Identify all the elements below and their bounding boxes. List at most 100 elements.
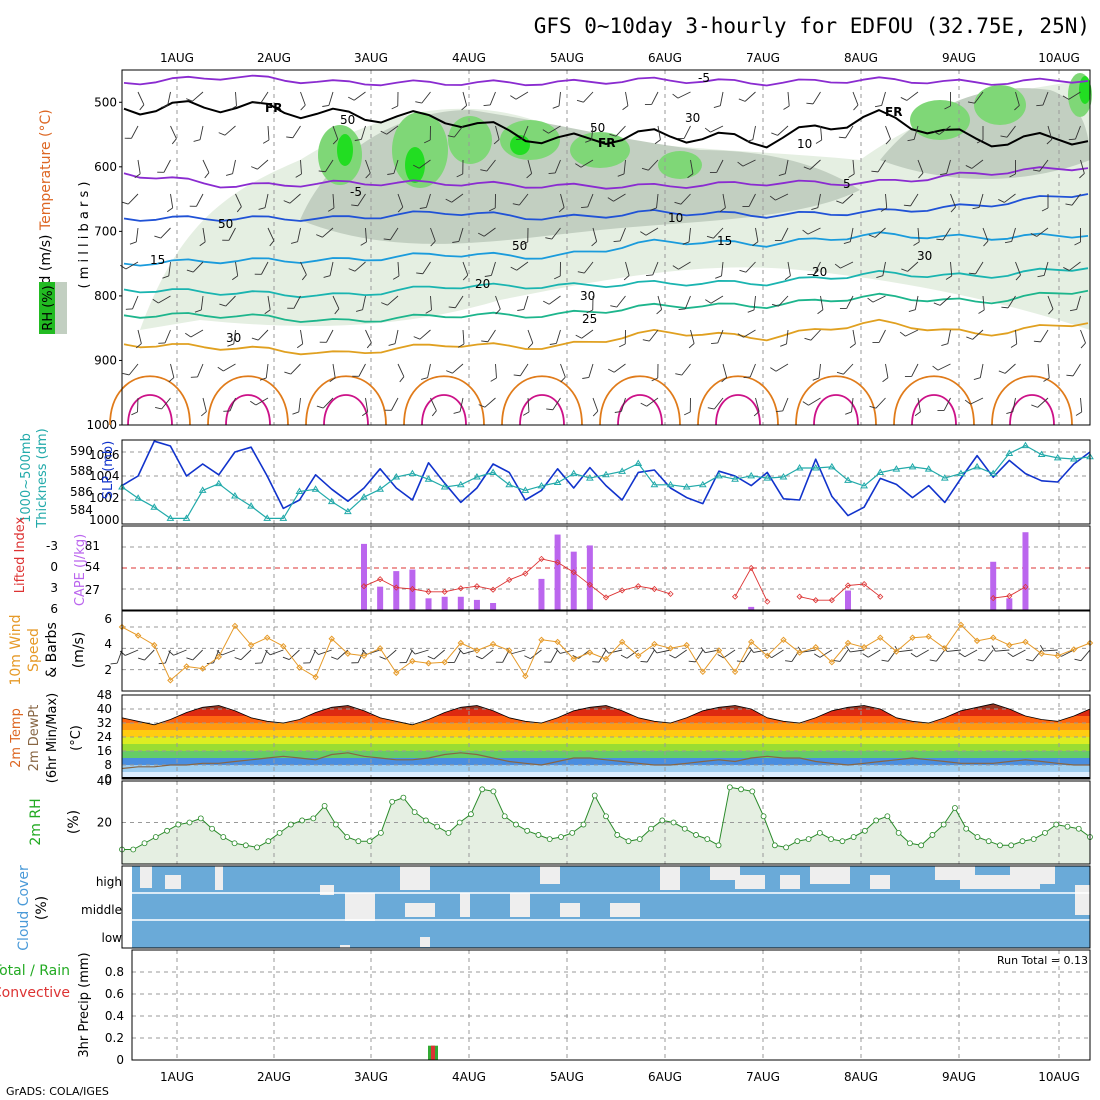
barb-staff: [710, 125, 724, 133]
upper-wind-barb: [978, 295, 985, 314]
rh2m-marker: [704, 836, 711, 842]
temp-contour-label: 20: [475, 277, 490, 291]
wind10m-marker: [764, 652, 771, 660]
upper-wind-barb: [706, 227, 724, 239]
barb-staff: [548, 125, 561, 134]
barb-staff: [560, 193, 565, 208]
thickness-marker: [505, 480, 514, 488]
barb-staff: [694, 649, 704, 663]
barb-staff: [1072, 363, 1081, 377]
cape-tick: 27: [85, 583, 100, 597]
wind10m-marker: [989, 634, 997, 641]
cape-bar: [409, 569, 416, 610]
rh2m-marker: [254, 844, 260, 851]
thickness-marker: [1069, 455, 1078, 462]
wind10m-line: [121, 624, 1091, 681]
barb-staff: [137, 91, 145, 105]
barb-staff: [939, 125, 951, 135]
temp-contour-35: [305, 375, 387, 426]
upper-wind-barb: [360, 227, 367, 246]
barb-staff: [132, 295, 139, 310]
upper-wind-barb: [1033, 329, 1049, 343]
upper-wind-barb: [872, 329, 886, 343]
lifted-index-marker: [732, 593, 739, 600]
barb-feather: [965, 165, 973, 169]
upper-wind-barb: [642, 329, 659, 342]
barb-feather: [715, 275, 722, 279]
barb-feather: [684, 411, 691, 416]
barb-staff: [430, 397, 437, 411]
upper-wind-barb: [903, 193, 919, 207]
wind10m-marker: [860, 644, 868, 651]
cape-lifted-index-panel: -3 0 3 6 27 54 81 Lifted Index CAPE (J/kg): [13, 516, 1091, 616]
millibars-axis-label: ( m i l l i b a r s ): [77, 182, 92, 289]
rh2m-marker: [726, 784, 733, 791]
barb-staff: [581, 329, 594, 339]
upper-wind-barb: [852, 91, 859, 111]
wind10m-marker: [925, 633, 932, 640]
barb-staff: [357, 649, 365, 663]
wind10m-marker: [344, 650, 352, 657]
rh2m-marker: [693, 832, 699, 838]
upper-wind-barb: [677, 125, 691, 139]
barb-feather: [160, 105, 168, 108]
upper-wind-barb: [160, 91, 171, 108]
barb-feather: [646, 274, 653, 276]
barb-feather: [976, 139, 984, 144]
barb-feather: [640, 402, 647, 407]
barb-feather: [711, 342, 718, 344]
barb-feather: [1036, 104, 1044, 107]
barb-feather: [918, 172, 924, 179]
upper-wind-barb: [908, 295, 919, 312]
upper-wind-barb: [387, 159, 399, 175]
barb-staff: [202, 159, 210, 173]
barb-feather: [447, 135, 455, 138]
barb-feather: [399, 376, 405, 383]
barb-feather: [185, 332, 192, 338]
barb-feather: [110, 662, 118, 665]
barb-staff: [462, 91, 468, 106]
barb-staff: [160, 227, 171, 239]
barb-feather: [845, 411, 852, 415]
barb-feather: [1007, 652, 1014, 657]
cloud-row-label: high: [96, 875, 122, 889]
upper-wind-barb: [457, 329, 465, 348]
upper-wind-barb: [447, 125, 464, 138]
barb-staff: [551, 227, 561, 240]
barb-feather: [644, 103, 652, 105]
wind10m-barb: [379, 649, 397, 660]
upper-wind-barb: [802, 227, 821, 235]
barb-feather: [688, 343, 695, 349]
upper-wind-barb: [185, 329, 204, 338]
thickness-marker: [198, 486, 207, 493]
barb-feather: [1074, 658, 1082, 662]
barb-feather: [391, 105, 398, 110]
barb-feather: [135, 343, 142, 349]
barb-feather: [592, 410, 599, 417]
lifted-index-marker: [490, 586, 497, 593]
upper-wind-barb: [623, 261, 630, 281]
barb-feather: [157, 171, 164, 173]
upper-wind-barb: [1079, 159, 1085, 179]
temp-contour-FR: [123, 100, 1089, 149]
upper-wind-barb: [199, 227, 206, 247]
bottom-date-label: 1AUG: [160, 1070, 194, 1084]
barb-feather: [783, 105, 790, 110]
barb-feather: [1015, 274, 1021, 281]
upper-wind-barb: [684, 397, 691, 416]
precip-tick: 0.6: [105, 987, 124, 1001]
barb-staff: [681, 363, 691, 376]
barb-staff: [1080, 329, 1086, 344]
barb-feather: [950, 206, 956, 213]
barb-feather: [365, 172, 371, 179]
rh2m-marker: [884, 813, 891, 820]
barb-staff: [753, 649, 768, 653]
upper-wind-barb: [264, 295, 271, 315]
barb-staff: [387, 295, 399, 306]
upper-wind-barb: [251, 159, 269, 170]
lifted-index-marker: [877, 593, 884, 600]
upper-wind-barb: [709, 159, 724, 173]
upper-wind-barb: [945, 261, 953, 280]
wind10m-marker: [280, 642, 287, 650]
barb-feather: [193, 139, 201, 142]
